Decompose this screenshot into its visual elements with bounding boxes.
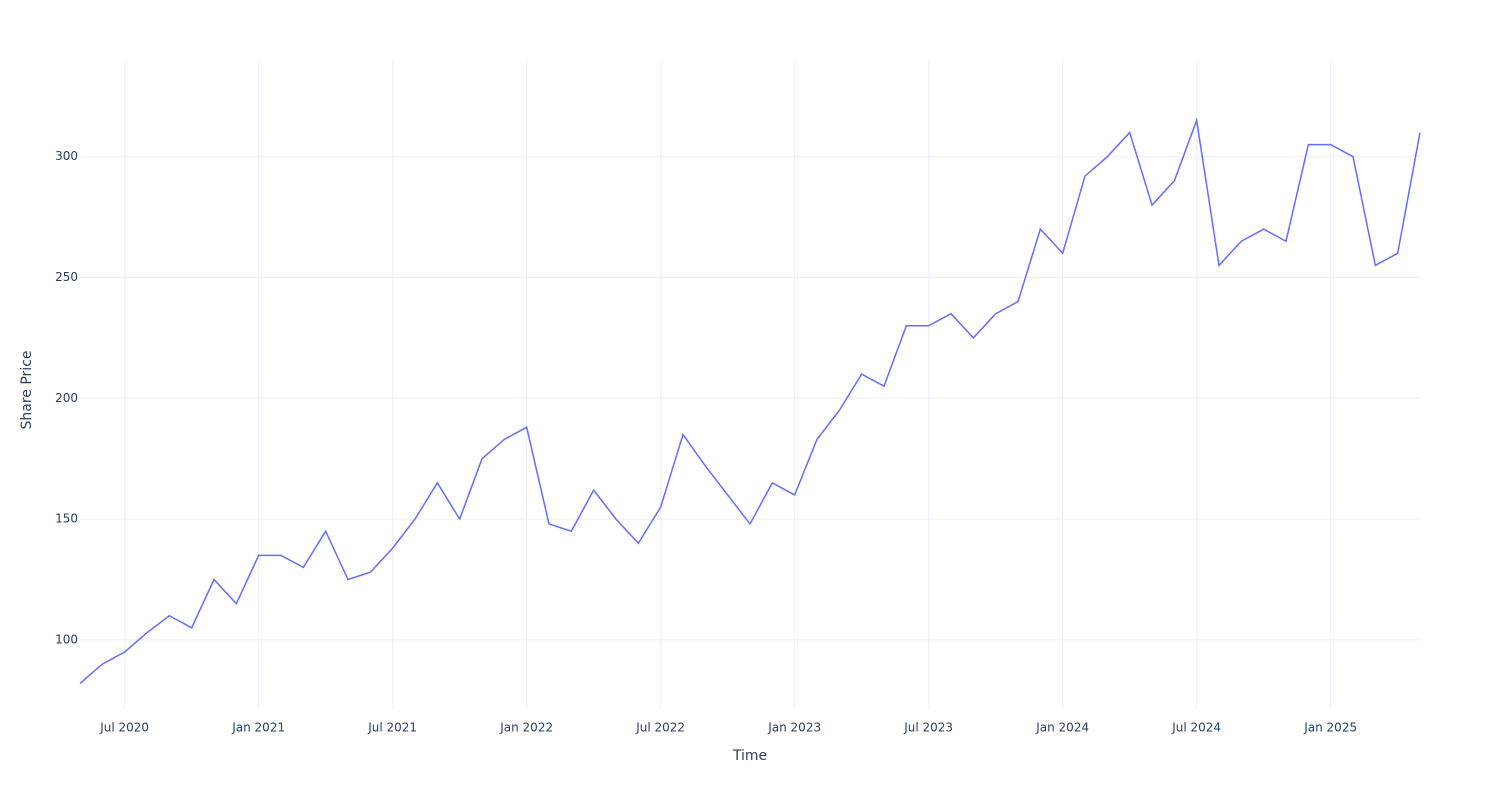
x-tick-label: Jan 2024 [1035,721,1089,735]
price-line [79,117,1421,684]
y-tick-label: 250 [55,270,78,284]
x-tick-label: Jan 2022 [499,721,553,735]
y-tick-label: 200 [55,391,78,405]
y-tick-label: 150 [55,512,78,526]
y-axis-title: Share Price [19,350,35,429]
y-tick-label: 300 [55,149,78,163]
x-tick-label: Jan 2023 [767,721,821,735]
x-tick-label: Jul 2022 [635,721,685,735]
x-tick-label: Jan 2025 [1303,721,1357,735]
x-axis-title: Time [732,748,767,764]
x-tick-label: Jul 2024 [1171,721,1221,735]
x-tick-label: Jul 2020 [99,721,149,735]
x-tick-label: Jul 2023 [903,721,953,735]
x-tick-label: Jan 2021 [231,721,285,735]
y-tick-label: 100 [55,632,78,646]
x-tick-label: Jul 2021 [367,721,417,735]
